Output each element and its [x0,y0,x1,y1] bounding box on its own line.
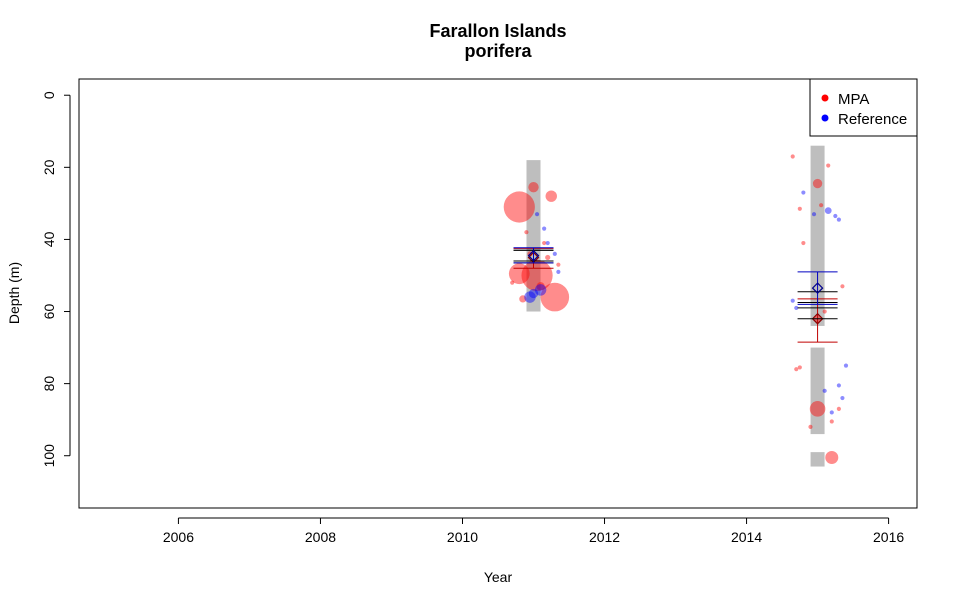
point-reference-17 [836,383,841,388]
y-tick-label-40: 40 [41,231,57,247]
point-reference-12 [833,213,838,219]
point-mpa-12 [510,280,515,285]
point-mpa-27 [819,203,824,208]
point-mpa-15 [809,401,826,417]
point-mpa-21 [826,163,831,168]
legend-box [809,78,918,137]
point-mpa-6 [519,295,527,303]
point-reference-5 [552,251,557,256]
point-mpa-19 [797,206,802,211]
point-mpa-9 [545,254,551,261]
mean-markers [513,247,838,343]
depth-band-1-0 [810,145,825,326]
point-mpa-23 [794,367,799,372]
point-mpa-0 [503,191,535,223]
point-reference-0 [524,291,536,303]
point-reference-19 [829,410,834,415]
mean-diamond-reference-0 [527,249,540,262]
point-mpa-13 [556,262,561,267]
y-axis: 0 20 40 60 80 100 [41,91,71,468]
depth-band-1-1 [810,347,825,435]
point-mpa-14 [812,178,823,189]
point-mpa-11 [524,230,529,235]
point-mpa-20 [801,240,806,246]
mean-diamond-reference-1 [811,282,824,294]
point-reference-11 [794,305,799,311]
point-mpa-7 [536,282,545,291]
point-mpa-22 [822,309,827,314]
x-tick-label-2012: 2012 [589,529,620,545]
depth-band-1-2 [810,452,825,467]
chart-title: Farallon Islands [429,21,566,41]
point-reference-1 [534,284,547,296]
point-mpa-29 [808,424,813,429]
y-tick-label-20: 20 [41,159,57,175]
sampled-depth-bands [526,145,825,467]
point-mpa-10 [542,240,547,246]
point-reference-6 [556,269,561,274]
legend: MPA Reference [809,78,918,137]
point-reference-10 [790,298,795,303]
x-tick-label-2014: 2014 [731,529,762,545]
point-reference-16 [822,388,827,393]
x-axis: 2006 2008 2010 2012 2014 2016 [163,517,904,545]
x-tick-label-2016: 2016 [873,529,904,545]
legend-mpa-label: MPA [838,91,869,108]
chart-subtitle: porifera [464,41,532,61]
point-reference-3 [542,226,547,231]
x-tick-label-2006: 2006 [163,529,194,545]
point-reference-18 [811,212,817,217]
point-mpa-5 [545,190,557,202]
x-axis-title: Year [484,569,513,585]
y-tick-label-100: 100 [41,444,57,468]
point-reference-13 [836,217,841,222]
point-mpa-26 [836,406,841,411]
point-mpa-3 [540,282,570,312]
y-tick-label-0: 0 [41,91,57,99]
legend-mpa-swatch [821,94,829,102]
point-mpa-28 [829,419,834,424]
point-reference-7 [534,212,540,217]
point-mpa-25 [840,284,845,289]
plot-frame [78,78,918,509]
point-reference-9 [801,190,806,195]
point-mpa-2 [521,259,553,292]
point-mpa-16 [825,451,839,465]
point-reference-2 [528,288,539,299]
x-tick-label-2010: 2010 [447,529,478,545]
point-mpa-18 [790,154,795,159]
mean-diamond-mpa-1 [811,312,824,325]
point-reference-8 [824,207,832,214]
y-tick-label-80: 80 [41,376,57,392]
data-points [503,154,849,465]
point-mpa-4 [528,181,539,193]
point-reference-14 [840,395,845,401]
y-axis-title: Depth (m) [6,262,22,324]
point-reference-15 [843,363,849,368]
x-tick-label-2008: 2008 [305,529,336,545]
point-mpa-24 [797,365,802,370]
legend-reference-label: Reference [838,111,907,128]
depth-band-0-0 [526,160,541,312]
legend-reference-swatch [821,114,829,122]
y-tick-label-60: 60 [41,304,57,320]
point-reference-4 [545,240,550,246]
